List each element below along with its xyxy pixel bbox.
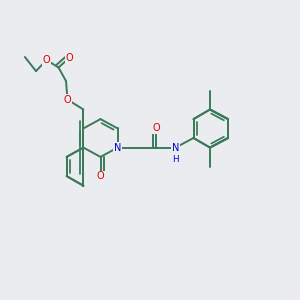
Text: O: O xyxy=(66,52,74,63)
Text: N: N xyxy=(114,142,121,153)
Text: O: O xyxy=(97,171,104,181)
Text: O: O xyxy=(64,94,71,105)
Text: N: N xyxy=(172,142,179,153)
Text: H: H xyxy=(172,155,179,164)
Text: O: O xyxy=(43,55,50,65)
Text: O: O xyxy=(152,123,160,134)
